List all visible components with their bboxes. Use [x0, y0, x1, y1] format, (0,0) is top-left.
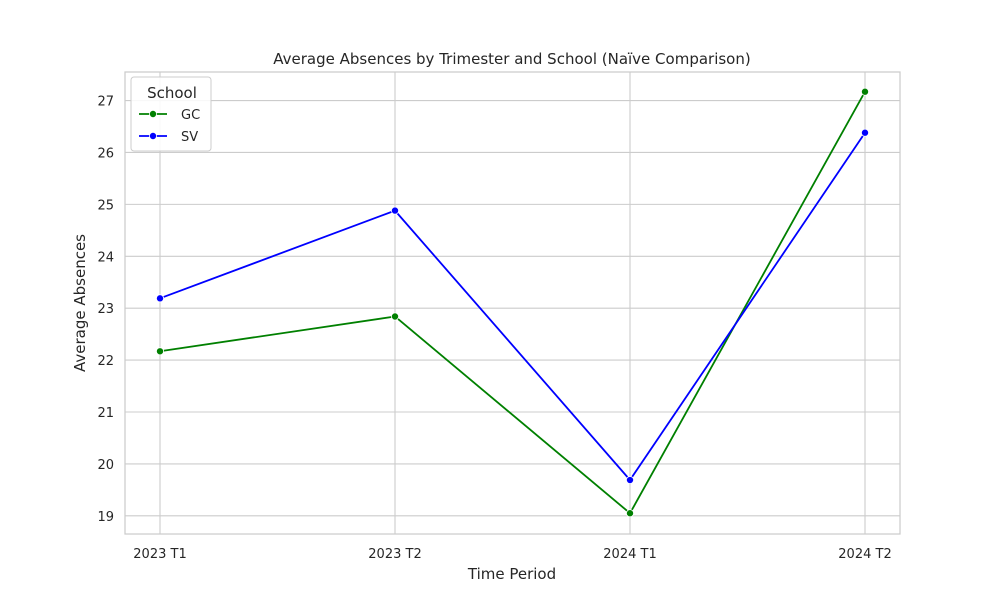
- series-sv: [155, 128, 870, 485]
- data-point-sv: [390, 206, 399, 215]
- x-tick-label: 2024 T2: [838, 547, 891, 562]
- data-point-gc: [155, 347, 164, 356]
- legend-box: [130, 76, 212, 152]
- x-axis-ticks: 2023 T1 2023 T2 2024 T1 2024 T2: [133, 547, 891, 562]
- legend-items: GC SV: [139, 108, 200, 145]
- series-line-sv: [159, 132, 866, 481]
- legend-label-gc: GC: [181, 108, 200, 123]
- data-point-gc: [390, 312, 399, 321]
- legend-marker-sv: [148, 131, 157, 140]
- data-point-gc: [861, 87, 870, 96]
- plot-area-frame: [124, 71, 901, 535]
- x-tick-label: 2023 T1: [133, 547, 186, 562]
- series-group: [155, 87, 870, 518]
- legend: School GC SV: [130, 76, 212, 152]
- x-axis-label: Time Period: [467, 565, 556, 583]
- y-tick-label: 19: [97, 510, 114, 525]
- legend-item-sv: SV: [139, 130, 198, 145]
- y-tick-label: 27: [97, 95, 114, 110]
- legend-label-sv: SV: [181, 130, 198, 145]
- y-tick-label: 20: [97, 458, 114, 473]
- data-point-gc: [626, 509, 635, 518]
- x-tick-label: 2024 T1: [603, 547, 656, 562]
- legend-marker-gc: [148, 110, 157, 119]
- data-point-sv: [155, 294, 164, 303]
- series-gc: [155, 87, 870, 518]
- y-tick-label: 26: [97, 146, 114, 161]
- grid-lines: [125, 72, 900, 534]
- data-point-sv: [861, 128, 870, 137]
- y-axis-label: Average Absences: [71, 234, 89, 372]
- y-axis-ticks: 19 20 21 22 23 24 25 26 27: [97, 95, 114, 525]
- y-tick-label: 22: [97, 354, 114, 369]
- y-tick-label: 21: [97, 406, 114, 421]
- data-point-sv: [626, 476, 635, 485]
- y-tick-label: 24: [97, 250, 114, 265]
- chart-title: Average Absences by Trimester and School…: [273, 50, 750, 68]
- x-tick-label: 2023 T2: [368, 547, 421, 562]
- series-line-gc: [159, 91, 866, 515]
- y-tick-label: 23: [97, 302, 114, 317]
- y-tick-label: 25: [97, 198, 114, 213]
- legend-title: School: [147, 84, 197, 102]
- legend-item-gc: GC: [139, 108, 200, 123]
